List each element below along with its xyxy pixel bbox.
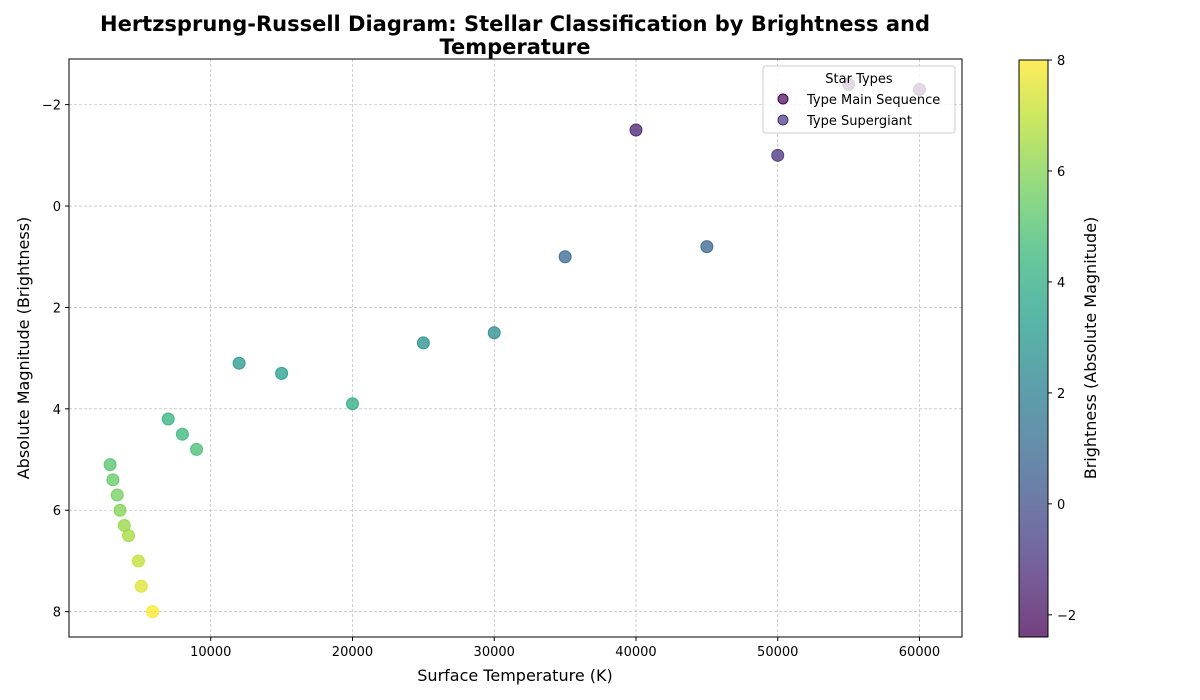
legend: Star Types Type Main Sequence Type Super…: [762, 65, 956, 134]
plot-area: 10000 20000 30000 40000 50000 60000 −2 0 2 4 6 8: [42, 58, 963, 660]
chart-title-line-1: Hertzsprung-Russell Diagram: Stellar Cla…: [100, 12, 930, 36]
y-tick-label: −2: [42, 99, 61, 114]
star-point: [134, 579, 148, 593]
x-gridlines: [210, 59, 920, 637]
x-tick-label: 30000: [474, 645, 515, 660]
star-point: [103, 458, 117, 472]
y-tick-label: 6: [53, 504, 61, 519]
plot-frame: [68, 58, 963, 638]
star-point: [275, 366, 289, 380]
x-tick-label: 60000: [899, 645, 940, 660]
star-point: [175, 427, 189, 441]
y-tick-label: 8: [53, 606, 61, 621]
y-axis-label: Absolute Magnitude (Brightness): [14, 217, 33, 480]
x-tick-label: 10000: [190, 645, 231, 660]
star-point: [232, 356, 246, 370]
star-point: [345, 397, 359, 411]
y-tick-label: 4: [53, 403, 61, 418]
star-point: [110, 488, 124, 502]
star-point: [161, 412, 175, 426]
star-point: [113, 503, 127, 517]
star-point: [122, 529, 136, 543]
colorbar-gradient: [1019, 60, 1048, 637]
plot-background: [69, 59, 962, 637]
colorbar: −2 0 2 4 6 8 Brightness (Absolute Magnitude): [1018, 54, 1100, 638]
star-point: [416, 336, 430, 350]
star-point: [700, 240, 714, 254]
legend-title: Star Types: [825, 72, 893, 87]
x-axis-ticks: 10000 20000 30000 40000 50000 60000: [190, 637, 940, 660]
star-point: [771, 148, 785, 162]
colorbar-tick-label: 8: [1057, 54, 1065, 69]
legend-label-supergiant: Type Supergiant: [806, 114, 912, 129]
legend-box: [762, 65, 956, 134]
star-point: [106, 473, 120, 487]
x-axis-label: Surface Temperature (K): [417, 666, 612, 685]
x-tick-label: 20000: [332, 645, 373, 660]
star-point: [629, 123, 643, 137]
x-tick-label: 40000: [615, 645, 656, 660]
colorbar-ticks: −2 0 2 4 6 8: [1048, 54, 1076, 624]
star-point: [558, 250, 572, 264]
colorbar-tick-label: 2: [1057, 387, 1065, 402]
colorbar-tick-label: −2: [1057, 609, 1076, 624]
y-gridlines: [69, 104, 962, 612]
y-axis-ticks: −2 0 2 4 6 8: [42, 99, 69, 621]
star-point: [487, 326, 501, 340]
star-point: [190, 442, 204, 456]
colorbar-tick-label: 4: [1057, 276, 1065, 291]
legend-label-main-sequence: Type Main Sequence: [806, 93, 940, 108]
star-point: [131, 554, 145, 568]
x-tick-label: 50000: [757, 645, 798, 660]
colorbar-tick-label: 6: [1057, 165, 1065, 180]
colorbar-tick-label: 0: [1057, 498, 1065, 513]
legend-marker-supergiant: [777, 114, 789, 126]
chart-title-line-2: Temperature: [439, 35, 590, 59]
y-tick-label: 0: [53, 200, 61, 215]
star-point: [146, 605, 160, 619]
colorbar-label: Brightness (Absolute Magnitude): [1081, 217, 1100, 480]
legend-marker-main-sequence: [777, 93, 789, 105]
colorbar-frame: [1018, 59, 1049, 638]
y-tick-label: 2: [53, 301, 61, 316]
